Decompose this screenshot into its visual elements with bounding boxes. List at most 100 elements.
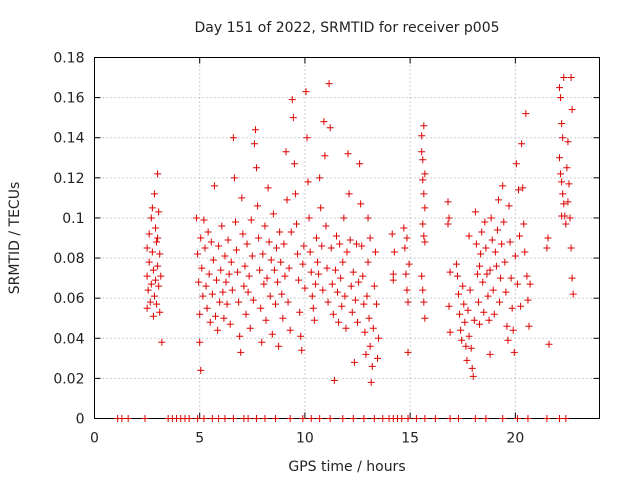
data-point	[203, 304, 211, 312]
data-point	[244, 415, 252, 422]
data-point	[477, 250, 485, 258]
data-point	[389, 276, 397, 284]
data-point	[204, 228, 212, 236]
data-point	[200, 216, 208, 224]
data-point	[421, 314, 429, 322]
data-point	[363, 292, 371, 300]
data-point	[254, 202, 262, 210]
data-point	[372, 300, 380, 308]
data-point	[299, 415, 307, 422]
data-point	[148, 248, 156, 256]
data-point	[326, 124, 334, 132]
data-point	[491, 248, 499, 256]
data-point	[217, 266, 225, 274]
data-point	[193, 214, 201, 222]
data-point	[503, 322, 511, 330]
data-point	[495, 196, 502, 204]
data-point	[149, 312, 157, 320]
data-point	[290, 160, 298, 168]
data-point	[455, 415, 463, 422]
data-point	[141, 415, 149, 422]
data-point	[315, 270, 323, 278]
data-point	[341, 292, 349, 300]
data-point	[277, 258, 285, 266]
data-point	[371, 248, 379, 256]
data-point	[245, 272, 253, 280]
data-point	[235, 298, 243, 306]
data-point	[228, 286, 236, 294]
x-tick-label: 10	[296, 431, 314, 447]
data-point	[275, 342, 283, 350]
data-point	[513, 415, 521, 422]
data-point	[338, 302, 346, 310]
data-point	[476, 320, 484, 328]
data-point	[238, 194, 246, 202]
data-point	[207, 238, 215, 246]
data-point	[484, 292, 492, 300]
data-point	[421, 238, 429, 246]
data-point	[145, 258, 153, 266]
data-point	[469, 372, 477, 380]
data-point	[271, 300, 279, 308]
data-point	[501, 258, 509, 266]
data-point	[473, 270, 481, 278]
data-point	[280, 240, 288, 248]
data-point	[260, 280, 268, 288]
data-point	[305, 214, 313, 222]
data-point	[483, 270, 491, 278]
data-point	[311, 280, 319, 288]
data-point	[339, 258, 347, 266]
data-point	[197, 234, 205, 242]
data-point	[282, 148, 290, 156]
x-axis-label: GPS time / hours	[288, 459, 405, 475]
data-point	[543, 415, 551, 422]
data-point	[404, 298, 412, 306]
data-point	[281, 272, 289, 280]
data-point	[420, 190, 428, 198]
data-point	[421, 170, 429, 178]
data-point	[465, 232, 473, 240]
data-point	[563, 164, 571, 172]
data-point	[147, 280, 155, 288]
data-point	[143, 244, 151, 252]
data-point	[336, 240, 344, 248]
data-point	[143, 304, 151, 312]
data-point	[242, 310, 250, 318]
data-point	[222, 278, 230, 286]
data-point	[145, 230, 153, 238]
data-point	[398, 415, 406, 422]
data-point	[402, 270, 410, 278]
data-point	[544, 234, 552, 242]
data-point	[153, 300, 161, 308]
data-point	[567, 74, 575, 82]
y-axis-label: SRMTID / TECUs	[7, 182, 23, 295]
data-point	[568, 274, 576, 282]
data-point	[118, 415, 126, 422]
data-point	[226, 320, 234, 328]
data-point	[518, 140, 526, 148]
data-point	[197, 366, 205, 374]
data-point	[153, 238, 161, 246]
data-point	[152, 224, 160, 232]
data-point	[208, 415, 216, 422]
data-point	[249, 296, 257, 304]
data-point	[524, 296, 532, 304]
data-point	[497, 274, 505, 282]
data-point	[486, 266, 494, 274]
y-tick-label: 0.02	[53, 371, 84, 387]
data-point	[231, 218, 239, 226]
data-point	[421, 204, 429, 212]
data-point	[374, 354, 382, 362]
data-point	[557, 94, 565, 102]
data-point	[444, 220, 452, 228]
data-point	[350, 358, 358, 366]
data-point	[194, 250, 202, 258]
data-point	[468, 364, 476, 372]
data-point	[348, 308, 356, 316]
data-point	[214, 326, 222, 334]
data-point	[509, 326, 517, 334]
y-tick-label: 0.08	[53, 251, 84, 267]
data-point	[325, 80, 333, 88]
data-point	[300, 242, 308, 250]
data-point	[492, 262, 500, 270]
